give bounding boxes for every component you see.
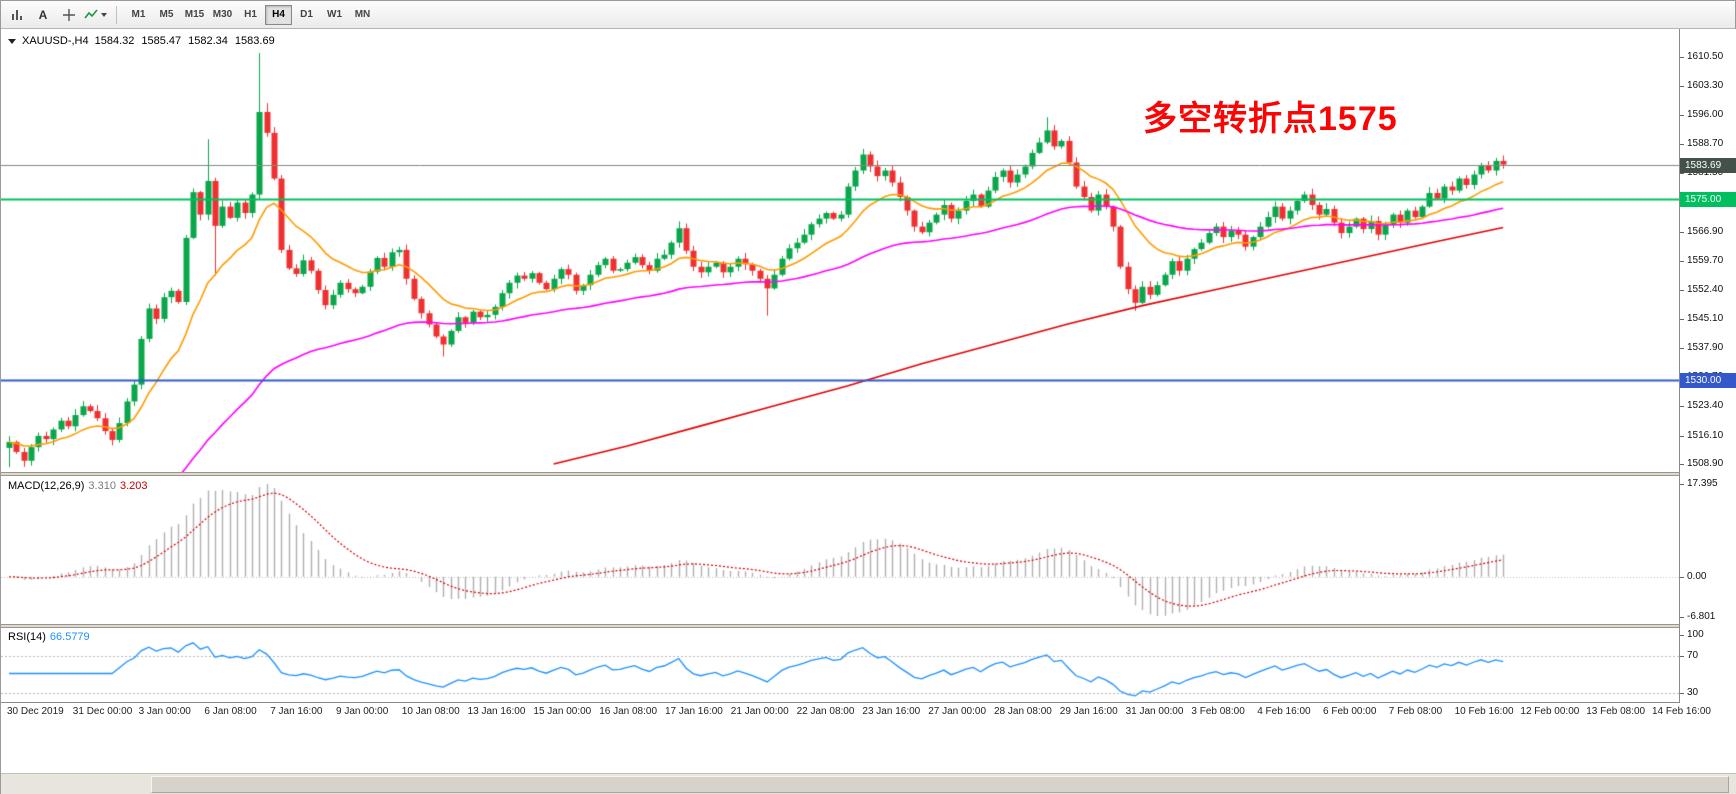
symbol-period-label: XAUUSD-,H4 bbox=[22, 35, 89, 47]
time-axis-label: 31 Dec 00:00 bbox=[72, 706, 133, 717]
rsi-indicator-label: RSI(14) 66.5779 bbox=[8, 631, 90, 643]
dropdown-caret-icon bbox=[101, 12, 107, 17]
timeframe-m30-button[interactable]: M30 bbox=[209, 5, 236, 25]
time-axis-label: 21 Jan 00:00 bbox=[730, 706, 789, 717]
macd-name: MACD(12,26,9) bbox=[8, 480, 85, 492]
time-axis: 30 Dec 2019 31 Dec 00:00 3 Jan 00:00 6 Jan … bbox=[1, 702, 1736, 720]
ohlc-values: 1584.32 1585.47 1582.34 1583.69 bbox=[95, 35, 275, 47]
rsi-value: 66.5779 bbox=[49, 631, 90, 643]
price-axis-label: 1523.40 bbox=[1679, 400, 1724, 412]
chart-title-ohlc: XAUUSD-,H4 1584.32 1585.47 1582.34 1583.… bbox=[8, 35, 275, 47]
macd-main-value: 3.310 bbox=[88, 480, 116, 492]
rsi-axis-label: 70 bbox=[1679, 649, 1699, 661]
high-value: 1585.47 bbox=[141, 35, 182, 47]
hline-1575-value: 1575.00 bbox=[1685, 194, 1722, 206]
price-axis-label: 1603.30 bbox=[1679, 79, 1724, 91]
toolbar: A M1 M5 M15 M30 H1 H4 D1 W1 MN bbox=[1, 1, 1735, 29]
current-price-value: 1583.69 bbox=[1685, 159, 1722, 171]
scrollbar-thumb[interactable] bbox=[151, 776, 1729, 793]
price-axis-label: 1559.70 bbox=[1679, 254, 1724, 266]
time-axis-label: 3 Feb 08:00 bbox=[1191, 706, 1245, 717]
timeframe-mn-button[interactable]: MN bbox=[349, 5, 376, 25]
time-axis-label: 13 Feb 08:00 bbox=[1586, 706, 1646, 717]
price-axis-label: 1508.90 bbox=[1679, 458, 1724, 470]
crosshair-button[interactable] bbox=[57, 4, 81, 26]
time-axis-label: 28 Jan 08:00 bbox=[994, 706, 1052, 717]
rsi-pane-canvas[interactable] bbox=[1, 628, 1679, 702]
horizontal-scrollbar bbox=[1, 773, 1736, 794]
time-axis-label: 23 Jan 16:00 bbox=[862, 706, 921, 717]
time-axis-label: 6 Feb 00:00 bbox=[1323, 706, 1377, 717]
rsi-axis-label: 100 bbox=[1680, 629, 1704, 640]
price-axis-label: 1516.10 bbox=[1679, 429, 1724, 441]
time-axis-label: 13 Jan 16:00 bbox=[467, 706, 526, 717]
low-value: 1582.34 bbox=[188, 35, 228, 47]
toolbar-separator bbox=[116, 5, 117, 24]
macd-axis-label: 17.395 bbox=[1680, 478, 1718, 489]
hline-1575-badge: 1575.00 bbox=[1680, 192, 1736, 208]
macd-axis-label: -6.801 bbox=[1679, 611, 1716, 622]
timeframe-m5-button[interactable]: M5 bbox=[153, 5, 180, 25]
price-axis-label: 1596.00 bbox=[1679, 109, 1724, 121]
time-axis-label: 17 Jan 16:00 bbox=[665, 706, 723, 717]
timeframe-d1-button[interactable]: D1 bbox=[293, 5, 320, 25]
price-axis-label: 1581.50 bbox=[1679, 167, 1724, 179]
chart-window: XAUUSD-,H4 1584.32 1585.47 1582.34 1583.… bbox=[1, 29, 1736, 794]
macd-indicator-label: MACD(12,26,9) 3.310 3.203 bbox=[8, 480, 147, 492]
time-axis-label: 3 Jan 00:00 bbox=[138, 706, 191, 717]
price-axis-label: 1552.40 bbox=[1679, 283, 1724, 295]
bar-chart-button[interactable] bbox=[5, 4, 29, 26]
timeframe-h4-button[interactable]: H4 bbox=[265, 4, 292, 25]
bar-chart-icon bbox=[12, 9, 22, 20]
hline-1530-value: 1530.00 bbox=[1685, 374, 1722, 386]
indicators-icon bbox=[84, 8, 98, 18]
time-axis-label: 29 Jan 16:00 bbox=[1059, 706, 1118, 717]
time-axis-label: 10 Feb 16:00 bbox=[1454, 706, 1514, 717]
price-chart-canvas[interactable] bbox=[1, 29, 1679, 472]
chart-menu-icon[interactable] bbox=[8, 38, 16, 44]
pane-divider-rsi[interactable] bbox=[1, 624, 1736, 628]
price-axis-label: 1537.90 bbox=[1679, 342, 1724, 354]
rsi-axis-label: 30 bbox=[1679, 686, 1699, 698]
time-axis-label: 14 Feb 16:00 bbox=[1652, 706, 1711, 717]
price-axis[interactable]: 1583.69 1575.00 1530.00 1610.50 1603.30 15… bbox=[1679, 29, 1736, 703]
macd-signal-value: 3.203 bbox=[119, 480, 148, 492]
text-label-icon: A bbox=[38, 7, 48, 22]
text-label-button[interactable]: A bbox=[31, 4, 55, 26]
crosshair-icon bbox=[63, 8, 75, 21]
current-price-badge: 1583.69 bbox=[1680, 157, 1736, 173]
macd-pane-canvas[interactable] bbox=[1, 476, 1679, 624]
time-axis-label: 12 Feb 00:00 bbox=[1520, 706, 1580, 717]
price-axis-label: 1545.10 bbox=[1679, 313, 1724, 325]
time-axis-label: 22 Jan 08:00 bbox=[796, 706, 855, 717]
pane-divider-macd[interactable] bbox=[1, 472, 1736, 476]
macd-axis-label: 0.00 bbox=[1679, 570, 1707, 582]
annotation-text: 多空转折点1575 bbox=[1143, 100, 1398, 138]
time-axis-label: 10 Jan 08:00 bbox=[401, 706, 460, 717]
price-axis-label: 1566.90 bbox=[1679, 225, 1724, 237]
timeframe-switcher: M1 M5 M15 M30 H1 H4 D1 W1 MN bbox=[125, 4, 376, 25]
time-axis-label: 6 Jan 08:00 bbox=[204, 706, 257, 717]
time-axis-label: 7 Jan 16:00 bbox=[270, 706, 323, 717]
price-axis-label: 1610.50 bbox=[1679, 51, 1724, 63]
indicators-button[interactable] bbox=[83, 4, 108, 26]
open-value: 1584.32 bbox=[94, 35, 135, 47]
timeframe-m1-button[interactable]: M1 bbox=[125, 5, 152, 25]
timeframe-h1-button[interactable]: H1 bbox=[237, 5, 264, 25]
time-axis-label: 27 Jan 00:00 bbox=[928, 706, 987, 717]
time-axis-label: 4 Feb 16:00 bbox=[1257, 706, 1311, 717]
time-axis-label: 30 Dec 2019 bbox=[7, 706, 64, 717]
hline-1530-badge: 1530.00 bbox=[1680, 372, 1736, 388]
price-axis-label: 1588.70 bbox=[1679, 138, 1724, 150]
time-axis-label: 15 Jan 00:00 bbox=[533, 706, 592, 717]
time-axis-label: 16 Jan 08:00 bbox=[599, 706, 658, 717]
time-axis-label: 7 Feb 08:00 bbox=[1388, 706, 1443, 717]
time-axis-label: 9 Jan 00:00 bbox=[336, 706, 389, 717]
time-axis-label: 31 Jan 00:00 bbox=[1125, 706, 1184, 717]
close-value: 1583.69 bbox=[234, 35, 275, 47]
timeframe-w1-button[interactable]: W1 bbox=[321, 5, 348, 25]
timeframe-m15-button[interactable]: M15 bbox=[181, 5, 208, 25]
rsi-name: RSI(14) bbox=[8, 631, 46, 643]
